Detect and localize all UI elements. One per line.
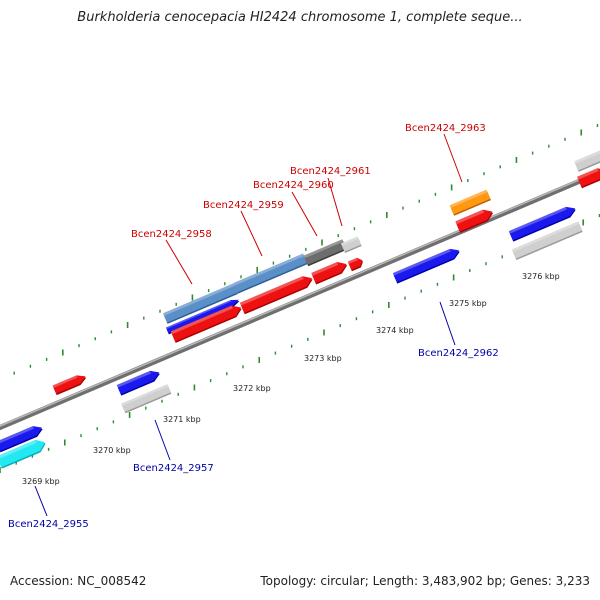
topology-text: Topology: circular; Length: 3,483,902 bp…	[260, 574, 590, 588]
callout-2962	[439, 301, 456, 346]
gene-feature-red[interactable]	[170, 302, 244, 343]
accession-text: Accession: NC_008542	[10, 574, 147, 588]
gene-feature-steelblue[interactable]	[233, 253, 308, 294]
gene-feature-red[interactable]	[455, 207, 495, 233]
scale-label-3271: 3271 kbp	[163, 415, 201, 424]
scale-label-3269: 3269 kbp	[22, 477, 60, 486]
callout-2959	[240, 210, 263, 257]
gene-label-2960[interactable]: Bcen2424_2960	[253, 180, 334, 191]
gene-feature-grey[interactable]	[574, 149, 600, 172]
callout-2961	[327, 177, 343, 227]
gene-feature-red[interactable]	[239, 273, 315, 315]
gene-feature-blue[interactable]	[508, 204, 578, 242]
scale-label-3272: 3272 kbp	[233, 384, 271, 393]
callout-2955	[34, 485, 48, 517]
gene-feature-blue[interactable]	[0, 423, 45, 453]
scale-label-3275: 3275 kbp	[449, 299, 487, 308]
scale-label-3270: 3270 kbp	[93, 446, 131, 455]
feature-layer	[0, 149, 600, 469]
label-callouts	[34, 133, 463, 517]
gene-label-2962[interactable]: Bcen2424_2962	[418, 348, 499, 359]
gene-feature-grey[interactable]	[340, 236, 362, 254]
scale-label-3273: 3273 kbp	[304, 354, 342, 363]
gene-feature-darkgrey[interactable]	[303, 239, 347, 267]
gene-feature-red[interactable]	[347, 256, 365, 272]
gene-label-2963[interactable]: Bcen2424_2963	[405, 123, 486, 134]
map-title: Burkholderia cenocepacia HI2424 chromoso…	[77, 10, 523, 25]
callout-2963	[443, 133, 463, 183]
gene-feature-red[interactable]	[52, 372, 88, 396]
gene-label-2959[interactable]: Bcen2424_2959	[203, 200, 284, 211]
scale-label-3276: 3276 kbp	[522, 272, 560, 281]
gene-feature-cyan[interactable]	[0, 437, 48, 469]
gene-feature-red[interactable]	[311, 259, 349, 285]
gene-feature-grey[interactable]	[121, 384, 172, 414]
gene-feature-orange[interactable]	[449, 189, 491, 216]
chromosome-backbone	[0, 169, 600, 431]
lower-tick-track	[0, 214, 600, 473]
gene-label-2957[interactable]: Bcen2424_2957	[133, 463, 214, 474]
gene-label-2958[interactable]: Bcen2424_2958	[131, 229, 212, 240]
scale-label-3274: 3274 kbp	[376, 326, 414, 335]
gene-label-2955[interactable]: Bcen2424_2955	[8, 519, 89, 530]
gene-feature-grey[interactable]	[511, 221, 583, 261]
upper-tick-track	[13, 124, 599, 375]
gene-feature-blue[interactable]	[392, 246, 462, 284]
callout-2957	[154, 419, 171, 461]
gene-label-2961[interactable]: Bcen2424_2961	[290, 166, 371, 177]
callout-2960	[291, 191, 318, 237]
callout-2958	[165, 239, 193, 285]
gene-feature-steelblue[interactable]	[163, 283, 238, 324]
gene-feature-blue[interactable]	[116, 368, 162, 396]
